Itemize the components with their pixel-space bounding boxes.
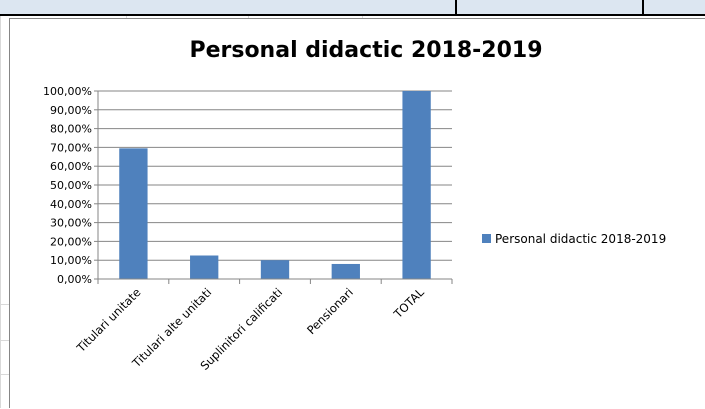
legend[interactable]: Personal didactic 2018-2019 bbox=[482, 232, 666, 246]
y-tick-label: 60,00% bbox=[50, 160, 92, 173]
legend-swatch bbox=[482, 234, 491, 243]
chart-object[interactable]: Personal didactic 2018-2019 0,00% 10,00% 2… bbox=[9, 18, 705, 408]
gridlines bbox=[98, 90, 452, 280]
y-tick-label: 80,00% bbox=[50, 123, 92, 136]
y-tick-label: 20,00% bbox=[50, 235, 92, 248]
y-tick-label: 30,00% bbox=[50, 217, 92, 230]
y-tick-label: 90,00% bbox=[50, 104, 92, 117]
spreadsheet-selected-row[interactable] bbox=[0, 0, 705, 16]
y-tick-label: 10,00% bbox=[50, 254, 92, 267]
bar[interactable] bbox=[190, 255, 219, 280]
cell-border bbox=[642, 0, 644, 14]
bar[interactable] bbox=[331, 263, 360, 279]
bar-chart: Personal didactic 2018-2019 0,00% 10,00% 2… bbox=[43, 38, 666, 373]
y-tick-label: 70,00% bbox=[50, 141, 92, 154]
y-tick-label: 0,00% bbox=[57, 273, 92, 286]
x-category-label: TOTAL bbox=[390, 285, 427, 322]
chart-title: Personal didactic 2018-2019 bbox=[189, 38, 542, 63]
y-tick-label: 100,00% bbox=[43, 85, 92, 98]
bar[interactable] bbox=[119, 148, 148, 279]
bar[interactable] bbox=[260, 260, 290, 279]
x-category-label: Titulari unitate bbox=[73, 285, 143, 355]
y-axis: 0,00% 10,00% 20,00% 30,00% 40,00% 50,00% 60,00… bbox=[43, 85, 99, 286]
x-category-label: Pensionari bbox=[304, 285, 356, 337]
y-tick-label: 40,00% bbox=[50, 198, 92, 211]
bars bbox=[119, 91, 431, 279]
bar[interactable] bbox=[402, 91, 431, 279]
y-tick-label: 50,00% bbox=[50, 179, 92, 192]
legend-label: Personal didactic 2018-2019 bbox=[495, 232, 666, 246]
cell-border bbox=[455, 0, 457, 14]
grid-line bbox=[0, 16, 1, 408]
